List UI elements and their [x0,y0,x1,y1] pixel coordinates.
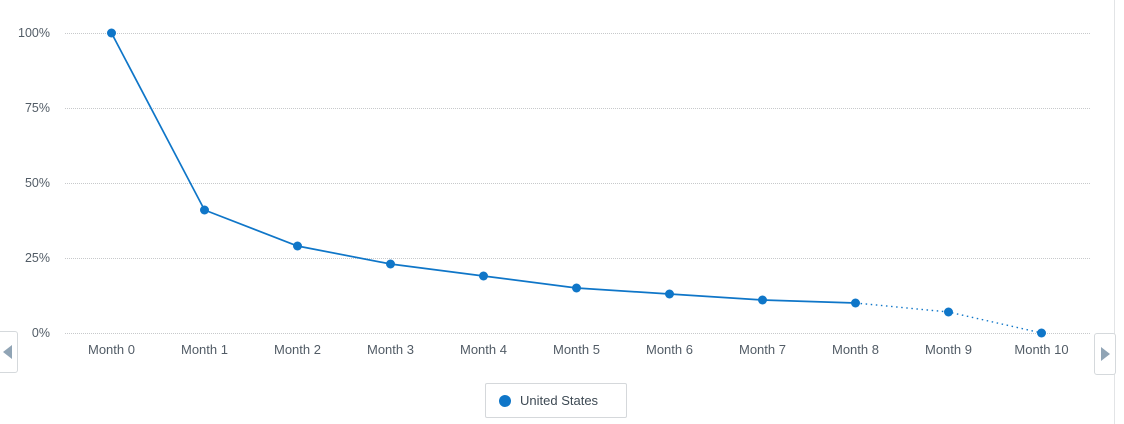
series-line [110,32,856,304]
x-axis-label: Month 9 [925,342,972,357]
data-point[interactable] [200,205,209,215]
data-point[interactable] [944,307,953,317]
x-axis-label: Month 2 [274,342,321,357]
data-point[interactable] [293,241,302,251]
x-axis-label: Month 0 [88,342,135,357]
x-axis-label: Month 4 [460,342,507,357]
data-point[interactable] [572,283,581,293]
data-point[interactable] [851,298,860,308]
y-axis-label: 75% [24,101,50,115]
data-point[interactable] [665,289,674,299]
x-axis-label: Month 1 [181,342,228,357]
data-point[interactable] [1037,328,1046,338]
x-axis-label: Month 10 [1014,342,1069,357]
series-line-projection [855,302,1042,334]
gridline [65,33,1090,34]
data-point[interactable] [479,271,488,281]
next-page-button[interactable] [1094,333,1116,375]
data-point[interactable] [758,295,767,305]
panel-right-border [1114,0,1115,424]
chevron-right-icon [1100,347,1110,361]
x-axis-label: Month 3 [367,342,414,357]
prev-page-button[interactable] [0,331,18,373]
x-axis-label: Month 6 [646,342,693,357]
x-axis-label: Month 5 [553,342,600,357]
data-point[interactable] [107,28,116,38]
y-axis-label: 100% [18,26,50,40]
y-axis-label: 25% [24,251,50,265]
chevron-left-icon [3,345,12,359]
data-point[interactable] [386,259,395,269]
x-axis-label: Month 8 [832,342,879,357]
x-axis-label: Month 7 [739,342,786,357]
legend-series-dot-icon [499,394,511,407]
legend-item-united-states[interactable]: United States [485,383,627,418]
legend-label: United States [520,393,599,408]
gridline [65,333,1090,334]
gridline [65,108,1090,109]
y-axis-label: 50% [24,176,50,190]
gridline [65,258,1090,259]
gridline [65,183,1090,184]
y-axis-label: 0% [31,326,50,340]
